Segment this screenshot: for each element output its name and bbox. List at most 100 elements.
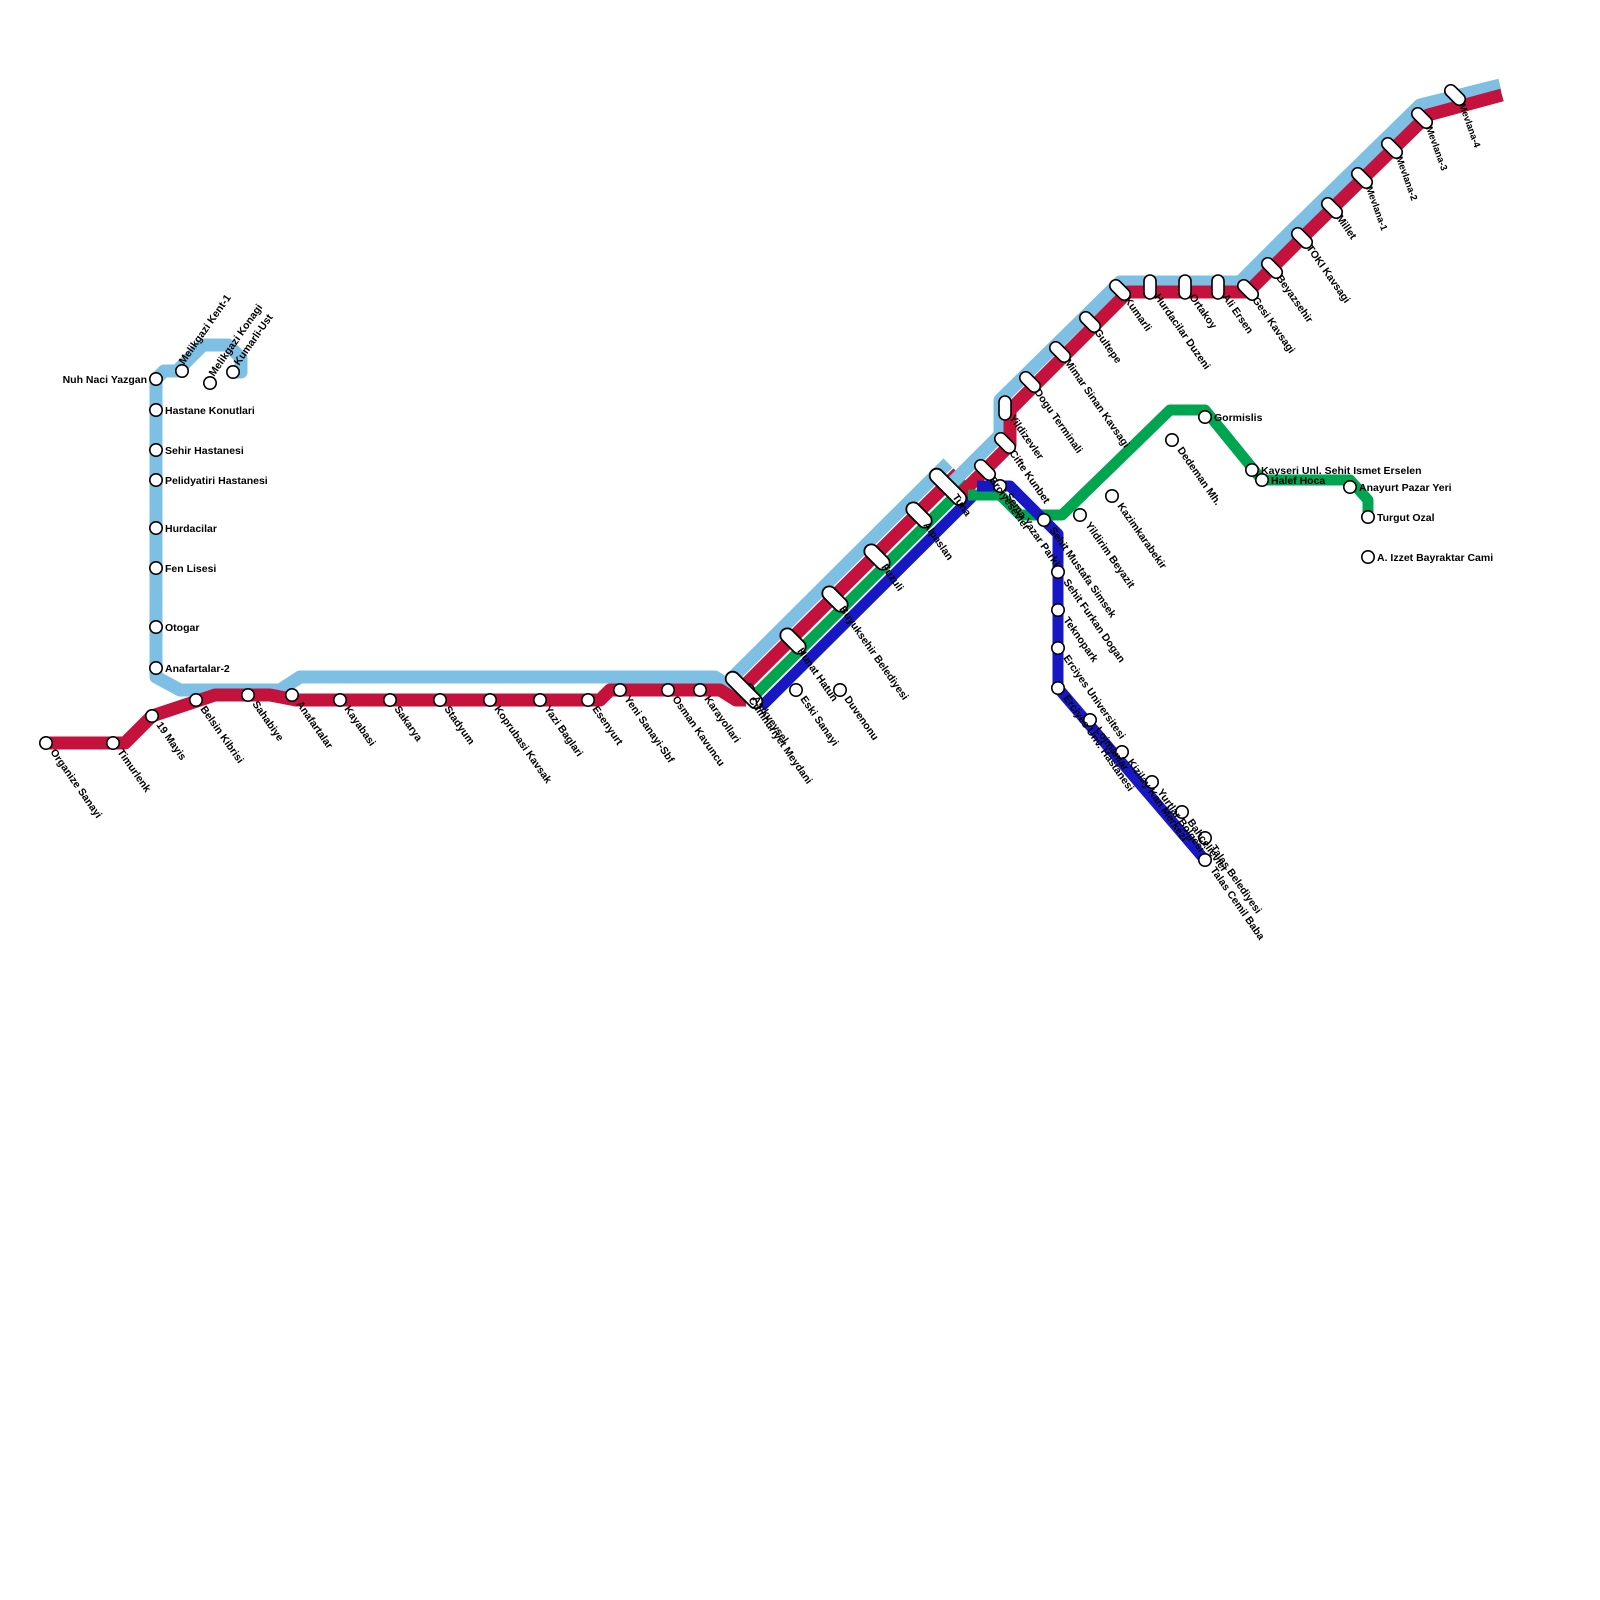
station-karayollari[interactable]: [692, 682, 707, 697]
station-talas-belediyesi[interactable]: [1198, 830, 1213, 845]
station-interchange-erciyesevler[interactable]: [972, 457, 997, 482]
station-yurtlar-bolgesi[interactable]: [1145, 774, 1160, 789]
station-interchange-mimar-sinan-kavsagi[interactable]: [1047, 339, 1072, 364]
station-sema-yazar-parki[interactable]: [992, 478, 1007, 493]
line-red-trunk: [737, 468, 963, 693]
station-interchange-tuna[interactable]: [927, 466, 969, 508]
station-kizilay-kan-merkezi[interactable]: [1115, 744, 1130, 759]
station-interchange-mevlana-2[interactable]: [1379, 135, 1404, 160]
station-yildirim-beyazit[interactable]: [1073, 507, 1088, 522]
station-turgut-ozal[interactable]: [1361, 509, 1376, 524]
station-otogar[interactable]: [149, 619, 164, 634]
station-interchange-ortakoy[interactable]: [1178, 274, 1192, 300]
station-yeni-sanayi-sbf[interactable]: [612, 682, 627, 697]
station-sakarya[interactable]: [382, 692, 397, 707]
station-esenyurt[interactable]: [580, 692, 595, 707]
station-melikgazi-konagi[interactable]: [203, 375, 218, 390]
station-label: Dedeman Mh.: [1175, 445, 1224, 508]
station-dedeman-mh-[interactable]: [1165, 432, 1180, 447]
station-label: Mevlana-4: [1456, 102, 1482, 150]
station-interchange-ali-ersen[interactable]: [1211, 274, 1225, 300]
station-sahabiye[interactable]: [241, 687, 256, 702]
station-label: Timurlenk: [115, 747, 154, 795]
station-interchange-mevlana-4[interactable]: [1442, 82, 1467, 107]
station-erciyes-universitesi[interactable]: [1051, 640, 1066, 655]
station-label: Mevlana-2: [1393, 155, 1419, 202]
station-interchange-alpaslan[interactable]: [903, 499, 934, 530]
station-label: Yeni Sanayi-Sbf: [622, 694, 677, 766]
station-19-mayis[interactable]: [145, 708, 160, 723]
station-halef-hoca[interactable]: [1255, 472, 1270, 487]
line-lightblue-trunk: [727, 458, 953, 683]
station-hastane-konutlari[interactable]: [149, 402, 164, 417]
station-nuh-naci-yazgan[interactable]: [149, 371, 164, 386]
station-sehir-hastanesi[interactable]: [149, 442, 164, 457]
station-label: Nuh Naci Yazgan: [63, 374, 147, 386]
station-label: Yazi Baglari: [542, 704, 586, 759]
station-stadyum[interactable]: [432, 692, 447, 707]
station-label: Organize Sanayi: [48, 747, 105, 821]
station-interchange-toki-kavsagi[interactable]: [1289, 225, 1314, 250]
station-interchange-gesi-kavsagi[interactable]: [1235, 277, 1260, 302]
station-interchange-gultepe[interactable]: [1077, 309, 1102, 334]
station-bahcelievler[interactable]: [1175, 804, 1190, 819]
station-duvenonu[interactable]: [832, 682, 847, 697]
station-label: Pelidyatiri Hastanesi: [165, 475, 268, 487]
station-kayseri-unl-sehit-ismet-erselen[interactable]: [1245, 462, 1260, 477]
station-hurdacilar[interactable]: [149, 520, 164, 535]
station-interchange-cifte-kunbet[interactable]: [992, 430, 1017, 455]
station-teknopark[interactable]: [1051, 602, 1066, 617]
station-erciyes-unv-hastanesi[interactable]: [1051, 680, 1066, 695]
station-interchange-hunat-hatun[interactable]: [777, 625, 808, 656]
station-talas-cemil-baba[interactable]: [1198, 852, 1213, 867]
station-osman-kavuncu[interactable]: [660, 682, 675, 697]
station-interchange-beyazsehir[interactable]: [1259, 255, 1284, 280]
line-green-trunk: [748, 479, 972, 702]
station-lojmanlar[interactable]: [1083, 712, 1098, 727]
station-kayabasi[interactable]: [332, 692, 347, 707]
station-anayurt-pazar-yeri[interactable]: [1343, 479, 1358, 494]
station-label: Otogar: [165, 622, 199, 634]
stations-layer: [38, 82, 1467, 867]
station-interchange-fuzuli[interactable]: [861, 541, 892, 572]
station-koprubasi-kavsak[interactable]: [482, 692, 497, 707]
station-timurlenk[interactable]: [106, 735, 121, 750]
station-kazimkarabekir[interactable]: [1105, 488, 1120, 503]
station-label: Gesi Kavsagi: [1250, 295, 1298, 356]
station-gormislis[interactable]: [1198, 409, 1213, 424]
station-label: Kazimkarabekir: [1115, 501, 1169, 571]
station-organize-sanayi[interactable]: [38, 735, 53, 750]
station-label: 19 Mayis: [154, 720, 189, 763]
station-interchange-buyuksehir-belediyesi[interactable]: [819, 583, 850, 614]
station-interchange-cumhuriyet-meydani[interactable]: [723, 669, 765, 711]
station-label: Kayseri Unl. Sehit Ismet Erselen: [1261, 465, 1421, 477]
station-yazi-baglari[interactable]: [532, 692, 547, 707]
line-blue-trunk: [757, 488, 981, 711]
station-interchange-dogu-terminali[interactable]: [1017, 369, 1042, 394]
line-green-branch: [968, 404, 1374, 521]
station-interchange-kumarli[interactable]: [1107, 277, 1132, 302]
station-belsin-kibrisi[interactable]: [189, 692, 204, 707]
station-interchange-hurdacilar-duzeni[interactable]: [1143, 274, 1157, 300]
station-kumarli-ust[interactable]: [226, 364, 241, 379]
station-label: Kumarli: [1122, 295, 1154, 334]
station-anafartalar-2[interactable]: [149, 660, 164, 675]
station-interchange-yildizevler[interactable]: [998, 395, 1012, 421]
station-melikgazi-kent-1[interactable]: [175, 363, 190, 378]
station-pelidyatiri-hastanesi[interactable]: [149, 472, 164, 487]
station-interchange-mevlana-3[interactable]: [1409, 105, 1434, 130]
station-label: Anafartalar-2: [165, 663, 230, 675]
station-sehit-mustafa-simsek[interactable]: [1037, 512, 1052, 527]
station-fen-lisesi[interactable]: [149, 560, 164, 575]
station-label: Millet: [1334, 213, 1360, 242]
station-anafartalar[interactable]: [284, 687, 299, 702]
station-eski-sanayi[interactable]: [788, 682, 803, 697]
station-interchange-mevlana-1[interactable]: [1349, 165, 1374, 190]
station-interchange-millet[interactable]: [1319, 195, 1344, 220]
station-sehit-furkan-dogan[interactable]: [1051, 564, 1066, 579]
station-label: Stadyum: [442, 704, 477, 747]
station-label: TOKI Kavsagi: [1304, 243, 1353, 306]
station-label: Hurdacilar: [165, 523, 217, 535]
station-a-izzet-bayraktar-cami[interactable]: [1361, 549, 1376, 564]
